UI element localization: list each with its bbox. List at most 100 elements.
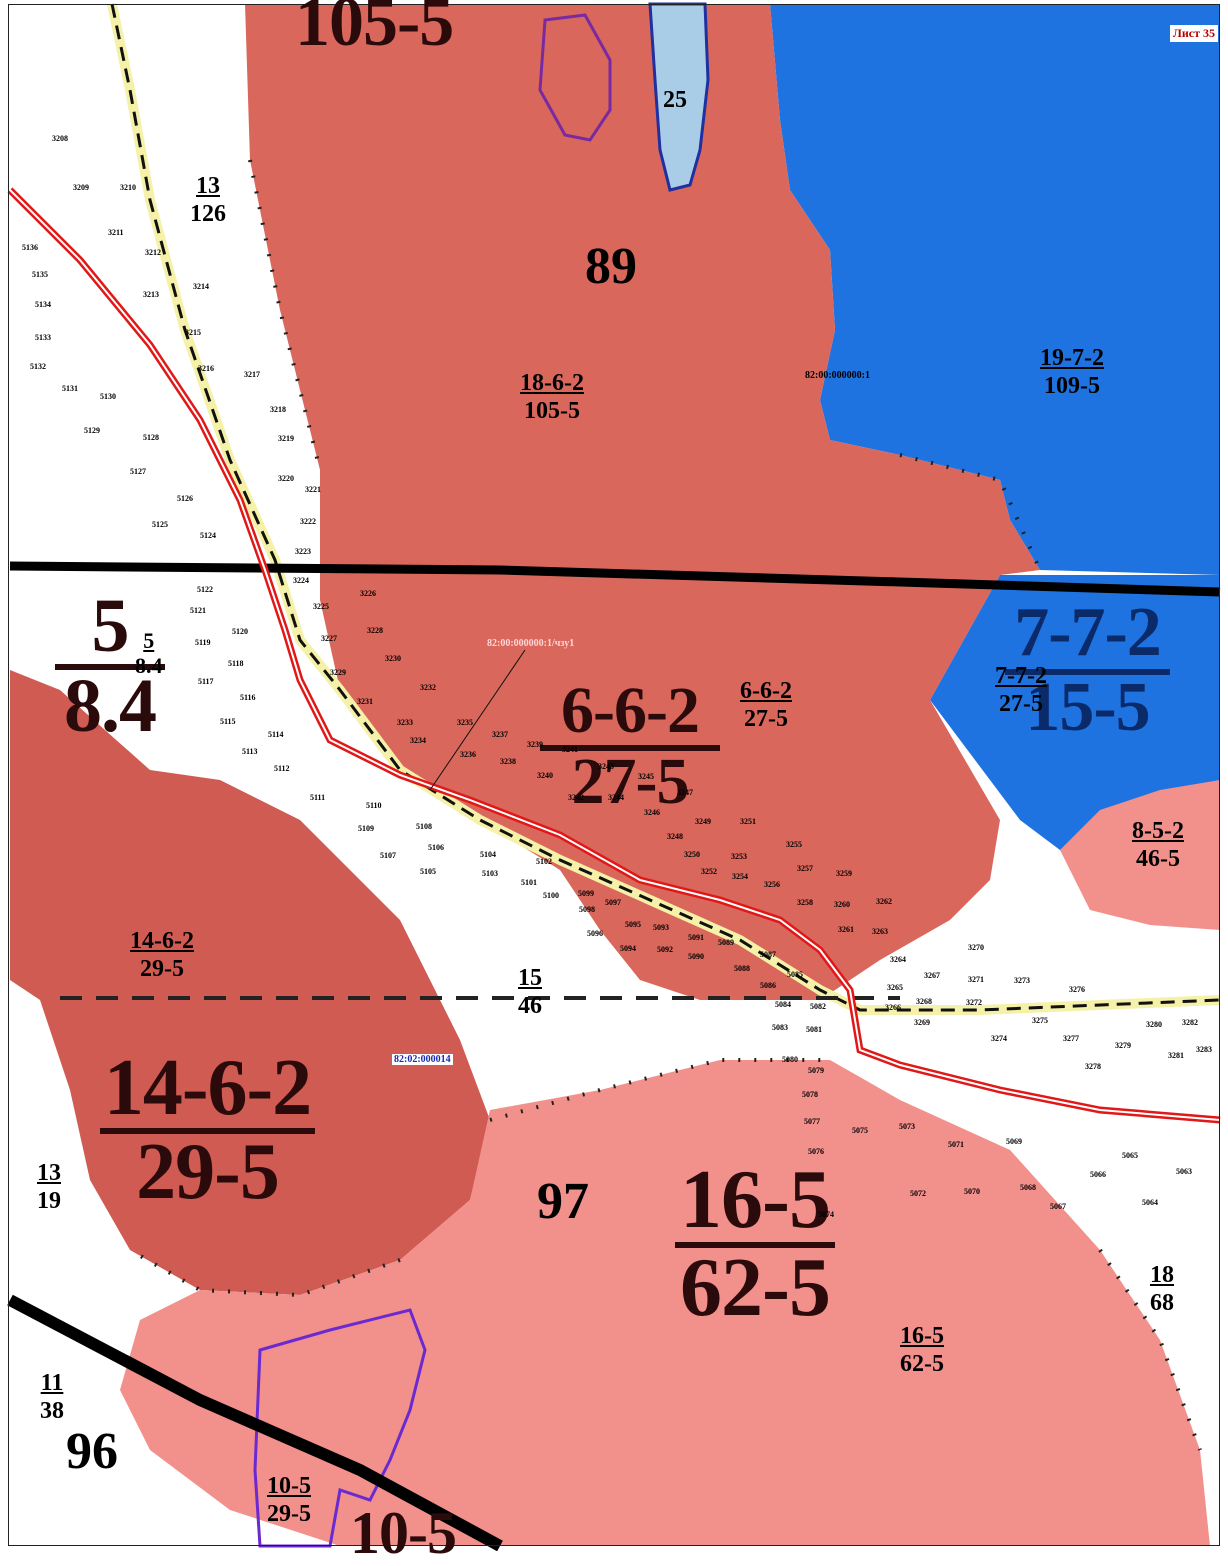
point-label-3255: 3255	[786, 840, 802, 849]
point-label-5116: 5116	[240, 693, 256, 702]
point-label-3232: 3232	[420, 683, 436, 692]
point-label-5120: 5120	[232, 627, 248, 636]
point-label-5095: 5095	[625, 920, 641, 929]
point-label-5088: 5088	[734, 964, 750, 973]
point-label-3218: 3218	[270, 405, 286, 414]
point-label-3270: 3270	[968, 943, 984, 952]
fraction-18-68: 18 68	[1150, 1262, 1174, 1317]
cadastral-parcel-b: 82:00:000000:1/чзу1	[487, 638, 574, 649]
fraction-num: 18-6-2	[520, 370, 584, 398]
point-label-5104: 5104	[480, 850, 496, 859]
point-label-3214: 3214	[193, 282, 209, 291]
point-label-5097: 5097	[605, 898, 621, 907]
fraction-den: 29-5	[130, 956, 194, 984]
point-label-5076: 5076	[808, 1147, 824, 1156]
point-label-5068: 5068	[1020, 1183, 1036, 1192]
fraction-num: 15	[518, 965, 542, 993]
fraction-den: 109-5	[1040, 373, 1104, 401]
point-label-5085: 5085	[787, 970, 803, 979]
point-label-3256: 3256	[764, 880, 780, 889]
quarter-number-89: 89	[585, 240, 637, 295]
point-label-5084: 5084	[775, 1000, 791, 1009]
big-fraction-14-6-2: 14-6-2 29-5	[100, 1050, 315, 1210]
fraction-16-5: 16-5 62-5	[900, 1323, 944, 1378]
point-label-5132: 5132	[30, 362, 46, 371]
fraction-den: 62-5	[900, 1351, 944, 1379]
big-label-top: 105-5	[295, 0, 453, 57]
point-label-5078: 5078	[802, 1090, 818, 1099]
point-label-5087: 5087	[760, 950, 776, 959]
fraction-den: 46	[518, 993, 542, 1021]
big-fraction-6-6-2-den: 27-5	[540, 751, 720, 814]
point-label-5108: 5108	[416, 822, 432, 831]
point-label-3252: 3252	[701, 867, 717, 876]
point-label-5065: 5065	[1122, 1151, 1138, 1160]
fraction-den: 68	[1150, 1290, 1174, 1318]
fraction-num: 13	[37, 1160, 61, 1188]
point-label-3283: 3283	[1196, 1045, 1212, 1054]
point-label-3247: 3247	[677, 788, 693, 797]
fraction-num: 8-5-2	[1132, 818, 1184, 846]
point-label-5081: 5081	[806, 1025, 822, 1034]
point-label-3263: 3263	[872, 927, 888, 936]
point-label-5079: 5079	[808, 1066, 824, 1075]
point-label-5101: 5101	[521, 878, 537, 887]
point-label-5122: 5122	[197, 585, 213, 594]
point-label-3251: 3251	[740, 817, 756, 826]
point-label-5131: 5131	[62, 384, 78, 393]
fraction-den: 27-5	[995, 691, 1047, 719]
point-label-3208: 3208	[52, 134, 68, 143]
fraction-10-5: 10-5 29-5	[267, 1473, 311, 1528]
fraction-7-7-2: 7-7-2 27-5	[995, 663, 1047, 718]
fraction-num: 14-6-2	[130, 928, 194, 956]
point-label-5129: 5129	[84, 426, 100, 435]
fraction-15-46: 15 46	[518, 965, 542, 1020]
point-label-3265: 3265	[887, 983, 903, 992]
fraction-den: 27-5	[740, 706, 792, 734]
big-fraction-16-5-num: 16-5	[675, 1160, 835, 1248]
fraction-num: 11	[40, 1370, 64, 1398]
point-label-3219: 3219	[278, 434, 294, 443]
point-label-5113: 5113	[242, 747, 258, 756]
point-label-3221: 3221	[305, 485, 321, 494]
point-label-3233: 3233	[397, 718, 413, 727]
point-label-3269: 3269	[914, 1018, 930, 1027]
big-label-bottom: 10-5	[350, 1505, 456, 1562]
point-label-3258: 3258	[797, 898, 813, 907]
point-label-5094: 5094	[620, 944, 636, 953]
point-label-3211: 3211	[108, 228, 124, 237]
fraction-num: 6-6-2	[740, 678, 792, 706]
fraction-8-5-2: 8-5-2 46-5	[1132, 818, 1184, 873]
fraction-den: 105-5	[520, 398, 584, 426]
point-label-3223: 3223	[295, 547, 311, 556]
fraction-den: 19	[37, 1188, 61, 1216]
point-label-3281: 3281	[1168, 1051, 1184, 1060]
point-label-3264: 3264	[890, 955, 906, 964]
point-label-3246: 3246	[644, 808, 660, 817]
point-label-5125: 5125	[152, 520, 168, 529]
point-label-5133: 5133	[35, 333, 51, 342]
fraction-den: 46-5	[1132, 846, 1184, 874]
point-label-3224: 3224	[293, 576, 309, 585]
point-label-5089: 5089	[718, 938, 734, 947]
point-label-5111: 5111	[310, 793, 325, 802]
fraction-den: 8.4	[135, 653, 163, 678]
point-label-5086: 5086	[760, 981, 776, 990]
big-fraction-6-6-2-num: 6-6-2	[540, 680, 720, 751]
point-label-5098: 5098	[579, 905, 595, 914]
point-label-3217: 3217	[244, 370, 260, 379]
point-label-3282: 3282	[1182, 1018, 1198, 1027]
fraction-den: 29-5	[267, 1501, 311, 1529]
point-label-5072: 5072	[910, 1189, 926, 1198]
point-label-3234: 3234	[410, 736, 426, 745]
point-label-3248: 3248	[667, 832, 683, 841]
point-label-3220: 3220	[278, 474, 294, 483]
point-label-3239: 3239	[527, 740, 543, 749]
fraction-num: 18	[1150, 1262, 1174, 1290]
fraction-num: 19-7-2	[1040, 345, 1104, 373]
point-label-5117: 5117	[198, 677, 214, 686]
point-label-5073: 5073	[899, 1122, 915, 1131]
point-label-5074: 5074	[818, 1210, 834, 1219]
point-label-3227: 3227	[321, 634, 337, 643]
sheet-label: Лист 35	[1170, 25, 1218, 42]
